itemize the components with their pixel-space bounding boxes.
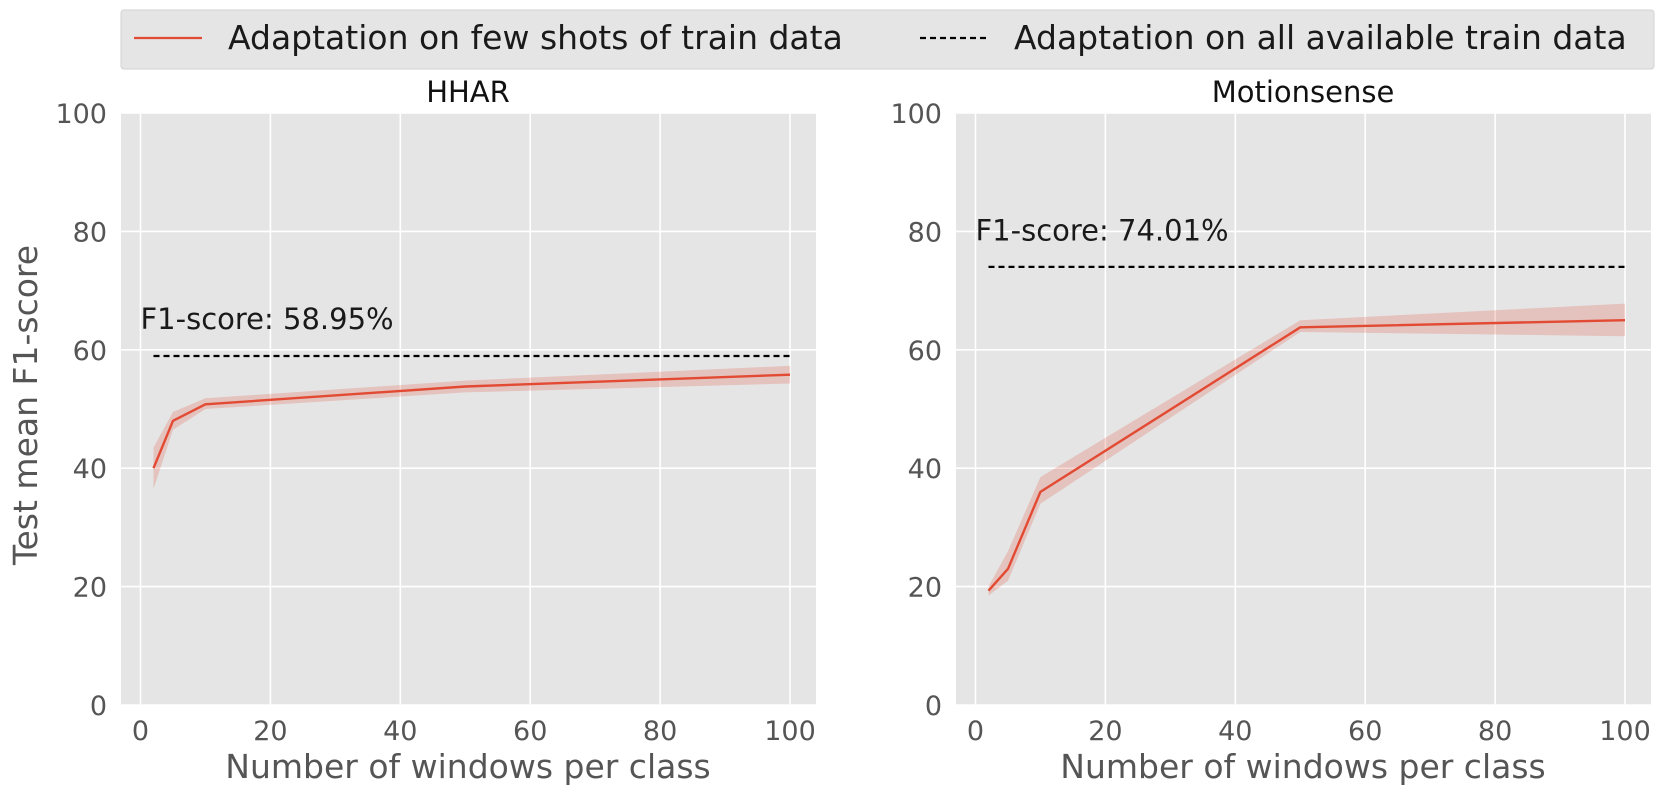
y-tick-label: 40 [73,454,107,485]
y-tick-label: 60 [908,336,942,367]
y-tick-label: 20 [908,573,942,604]
annotation-motionsense: F1-score: 74.01% [975,213,1228,247]
few-shot-line-hhar [152,373,791,469]
panel-motionsense: 0 20 40 60 80 100 0 20 40 60 80 100 Motionsense Num… [890,75,1651,786]
x-tick-label: 0 [132,716,149,747]
y-tick-label: 100 [55,99,107,130]
x-axis-title-motionsense: Number of windows per class [1060,747,1545,786]
panel-title-motionsense: Motionsense [1212,75,1395,109]
legend: Adaptation on few shots of train data Ad… [120,9,1655,70]
y-tick-label: 100 [890,99,942,130]
y-tick-label: 20 [73,573,107,604]
y-tick-label: 60 [73,336,107,367]
y-tick-label: 0 [90,691,107,722]
x-tick-label: 80 [643,716,677,747]
panel-title-hhar: HHAR [426,75,510,109]
plot-area-motionsense [956,113,1651,705]
x-tick-label: 0 [967,716,984,747]
confidence-band-motionsense [988,303,1625,596]
x-tick-label: 60 [513,716,547,747]
y-tick-label: 80 [73,217,107,248]
panel-hhar: 0 20 40 60 80 100 0 20 40 60 80 100 HHAR Number of … [55,75,816,786]
few-shot-line-motionsense [987,319,1626,592]
x-tick-label: 100 [1599,716,1651,747]
y-tick-label: 80 [908,217,942,248]
legend-all-data-label: Adaptation on all available train data [1014,18,1627,57]
legend-box [120,9,1655,70]
x-tick-label: 40 [1218,716,1252,747]
x-tick-label: 40 [383,716,417,747]
x-tick-label: 20 [1088,716,1122,747]
x-tick-label: 80 [1478,716,1512,747]
y-tick-label: 40 [908,454,942,485]
plot-area-hhar [121,113,816,705]
annotation-hhar: F1-score: 58.95% [140,302,393,336]
x-tick-label: 60 [1348,716,1382,747]
y-axis-title: Test mean F1-score [6,245,45,566]
x-axis-title-hhar: Number of windows per class [225,747,710,786]
x-tick-label: 100 [764,716,816,747]
x-tick-label: 20 [253,716,287,747]
y-tick-label: 0 [925,691,942,722]
legend-few-shot-label: Adaptation on few shots of train data [228,18,843,57]
